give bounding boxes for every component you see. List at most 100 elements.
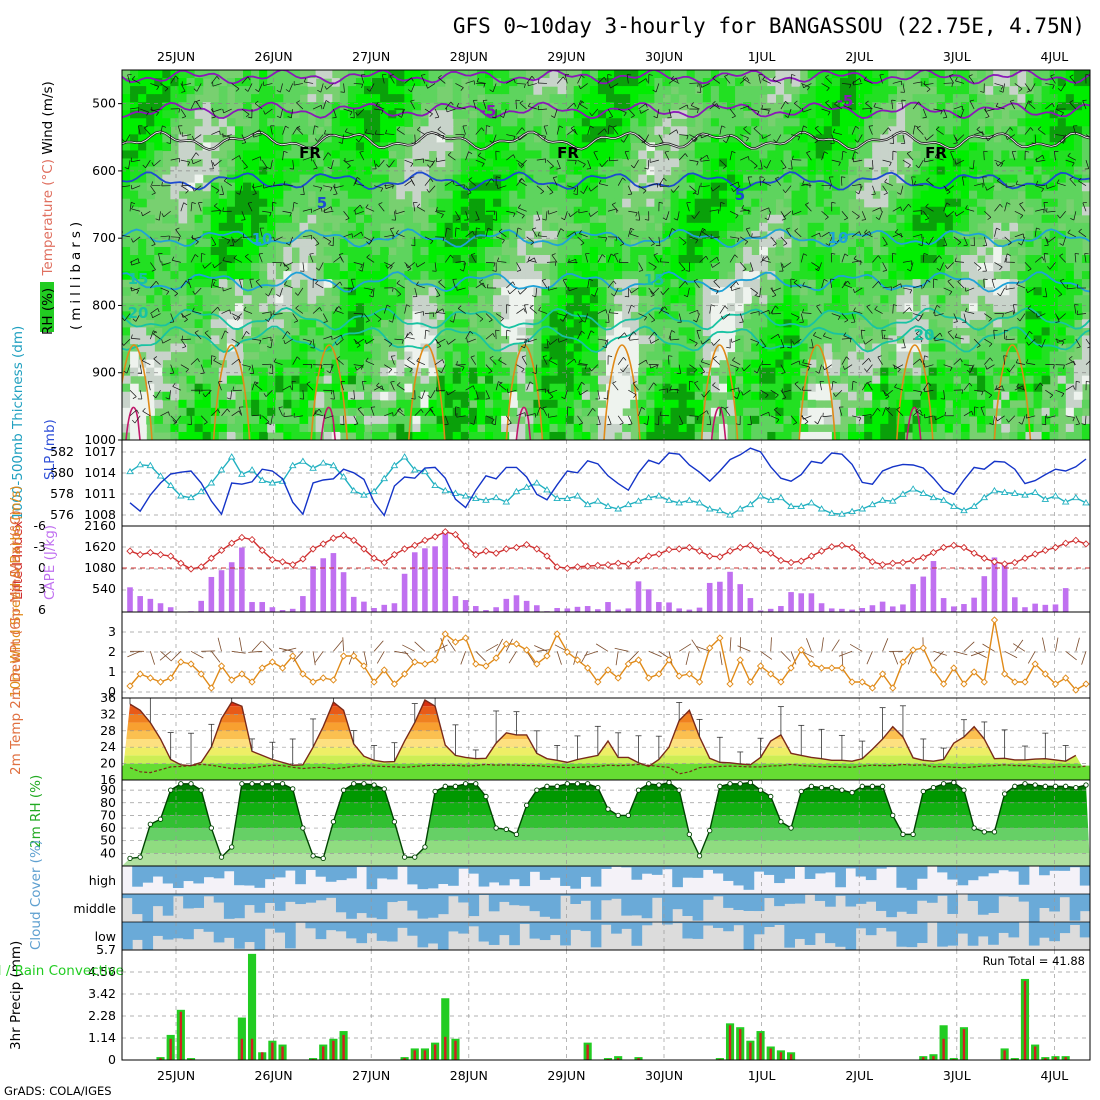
wind-speed-series-point xyxy=(167,674,175,682)
lifted-index-series-point xyxy=(604,561,612,569)
precip-convective-bar xyxy=(759,1032,762,1060)
thickness-series-point xyxy=(258,476,267,483)
cloud-cell xyxy=(560,894,571,896)
cloud-cell xyxy=(499,922,510,936)
wind-speed-series-point xyxy=(645,674,653,682)
cloud-cell xyxy=(234,922,245,949)
pressure-tick-label: 800 xyxy=(92,297,116,312)
cape-bar xyxy=(645,589,652,612)
cloud-row-label: middle xyxy=(73,901,116,916)
lifted-index-series-point xyxy=(939,543,948,552)
cape-bar xyxy=(981,576,988,612)
top-date-label: 29JUN xyxy=(547,49,585,64)
cloud-cell xyxy=(203,922,215,932)
cloud-cell xyxy=(427,922,439,944)
isotherm-line xyxy=(122,271,1090,293)
wind-speed-series-point xyxy=(512,640,521,648)
thickness-series-point xyxy=(177,492,185,499)
wind-speed-series-point xyxy=(329,676,338,684)
rh-series-point xyxy=(361,781,367,787)
thickness-series-point xyxy=(451,489,460,496)
ylabel-rh2m: 2m RH (%) xyxy=(28,775,44,848)
cloud-cell xyxy=(926,894,938,903)
cloud-cell xyxy=(794,922,806,939)
thickness-series-point xyxy=(726,511,734,518)
thickness-series-point xyxy=(888,497,897,504)
run-total-annotation: Run Total = 41.88 xyxy=(983,954,1085,968)
wind-tick: 1 xyxy=(108,664,116,679)
rh-series-point xyxy=(615,812,621,819)
cloud-cell xyxy=(998,894,1009,897)
thickness-series-point xyxy=(1031,488,1039,495)
wind-speed-series-point xyxy=(441,630,449,638)
rh-series-point xyxy=(401,854,408,860)
cape-bar xyxy=(940,598,947,612)
cloud-cell xyxy=(346,866,357,879)
wind-speed-series-point xyxy=(746,678,755,686)
upper-air-panel: 500 600 700 800 900 1000 -5 -5 FR FR FR 5 5 10 10 15 15… xyxy=(40,70,1090,447)
cape-bar xyxy=(127,587,133,612)
precip-convective-bar xyxy=(769,1048,772,1060)
wind-speed-series-point xyxy=(634,656,643,664)
lifted-index-series-point xyxy=(848,543,856,552)
cloud-cell xyxy=(478,866,490,887)
thickness-series-point xyxy=(349,486,358,494)
cloud-cell xyxy=(672,894,683,910)
rh-series-point xyxy=(239,781,245,787)
wind-speed-series-point xyxy=(1021,678,1029,686)
rh-series-point xyxy=(971,825,977,831)
cape-bar xyxy=(330,553,337,612)
orange-contour xyxy=(122,344,153,440)
cape-bar xyxy=(676,608,682,612)
cape-bar xyxy=(900,604,906,612)
cape-bar xyxy=(595,609,601,612)
wind-barb xyxy=(760,650,773,660)
li-tick: -6 xyxy=(34,518,47,533)
dewpoint-series xyxy=(129,763,1087,775)
cloud-cell xyxy=(549,894,561,919)
cloud-cell xyxy=(835,866,846,888)
thickness-series-point xyxy=(1000,488,1009,495)
cloud-cell xyxy=(244,922,255,943)
precip-convective-bar xyxy=(250,1038,254,1060)
wind-barb xyxy=(312,651,316,666)
temp-tick: 28 xyxy=(100,723,116,738)
wind-speed-series-point xyxy=(899,658,907,666)
lifted-index-series-point xyxy=(746,541,755,549)
lifted-index-series-point xyxy=(431,533,439,541)
bottom-date-label: 30JUN xyxy=(645,1068,683,1083)
thickness-series-point xyxy=(329,461,338,469)
thickness-series-point xyxy=(410,466,419,473)
cape-bar xyxy=(656,602,662,612)
cloud-cell xyxy=(315,922,327,940)
isotherm-label: FR xyxy=(925,144,947,162)
cape-tick: 1620 xyxy=(84,539,116,554)
cloud-cell xyxy=(152,922,164,936)
precip-convective-bar xyxy=(1033,1046,1037,1060)
rh-series-point xyxy=(269,781,276,787)
lifted-index-series-point xyxy=(146,548,154,557)
isotherm-line xyxy=(122,171,1090,191)
rh-series-point xyxy=(900,831,906,838)
cape-bar xyxy=(401,573,408,612)
cape-bar xyxy=(391,603,398,612)
cloud-cell xyxy=(417,894,429,919)
wind-barb xyxy=(239,637,243,652)
cloud-cell xyxy=(876,922,887,928)
rh-series-point xyxy=(829,784,835,791)
rh-series-point xyxy=(768,793,774,800)
cloud-cell xyxy=(957,866,969,886)
isotherm-label: 10 xyxy=(828,229,849,247)
wind-speed-series-point xyxy=(136,670,144,678)
cloud-cell xyxy=(702,922,714,926)
wind-speed-series-point xyxy=(1031,660,1039,668)
thickness-series-point xyxy=(268,479,277,486)
lifted-index-series-point xyxy=(685,543,693,552)
rh-series-point xyxy=(910,831,916,838)
thickness-series-point xyxy=(573,492,582,499)
cape-bar xyxy=(411,552,418,612)
cloud-cell xyxy=(947,922,959,946)
cloud-cell xyxy=(906,866,918,890)
li-tick: 0 xyxy=(38,560,46,575)
